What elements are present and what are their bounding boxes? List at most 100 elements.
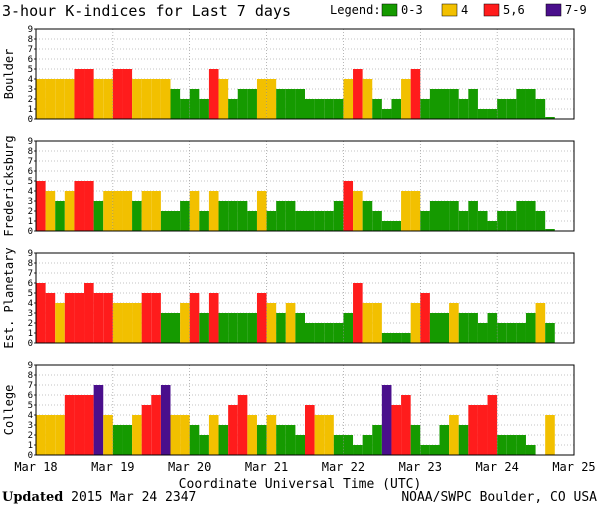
k-index-bar: [122, 425, 133, 455]
k-index-bar: [189, 89, 200, 119]
k-index-bar: [74, 181, 85, 231]
y-tick-label: 6: [28, 279, 33, 289]
x-axis: Mar 18 Mar 19 Mar 20 Mar 21 Mar 22 Mar 23 Mar …: [14, 460, 595, 474]
k-index-bar: [103, 79, 113, 119]
k-index-bar: [45, 415, 56, 455]
k-index-bar: [535, 303, 546, 343]
k-index-bar: [487, 109, 498, 119]
legend-item-4: 4: [441, 3, 468, 17]
k-index-bar: [458, 425, 469, 455]
y-tick-label: 1: [28, 329, 33, 339]
k-index-bar: [208, 191, 219, 231]
k-index-bar: [439, 201, 450, 231]
k-index-bar: [103, 191, 113, 231]
x-tick-label: Mar 20: [168, 460, 211, 474]
k-index-bar: [429, 89, 440, 119]
k-index-bar: [228, 313, 238, 343]
k-index-bar: [314, 415, 325, 455]
y-tick-label: 8: [28, 371, 33, 381]
k-index-bar: [391, 333, 402, 343]
y-tick-label: 7: [28, 269, 33, 279]
y-tick-label: 0: [28, 227, 33, 237]
k-index-bar: [401, 191, 411, 231]
k-index-bar: [449, 415, 459, 455]
k-index-bar: [305, 405, 315, 455]
k-index-bar: [401, 79, 411, 119]
panels: 0123456789Boulder0123456789Fredericksbur…: [2, 25, 575, 461]
k-index-bar: [256, 191, 267, 231]
k-index-bar: [64, 293, 75, 343]
k-index-bar: [74, 293, 85, 343]
k-index-bar: [372, 303, 382, 343]
k-index-bar: [151, 395, 161, 455]
k-index-bar: [353, 283, 363, 343]
k-index-bar: [468, 201, 478, 231]
k-index-bar: [468, 313, 478, 343]
k-index-bar: [333, 435, 344, 455]
k-index-bar: [160, 211, 171, 231]
k-index-bar: [189, 191, 200, 231]
y-tick-label: 9: [28, 249, 33, 259]
k-index-bar: [429, 313, 440, 343]
k-index-bar: [237, 395, 248, 455]
k-index-bar: [112, 425, 123, 455]
k-index-bar: [285, 89, 296, 119]
y-tick-label: 0: [28, 451, 33, 461]
y-tick-label: 3: [28, 85, 33, 95]
k-index-bar: [314, 99, 325, 119]
k-index-bar: [420, 99, 430, 119]
y-tick-label: 0: [28, 339, 33, 349]
x-tick-label: Mar 19: [91, 460, 134, 474]
k-index-bar: [333, 99, 344, 119]
y-tick-label: 8: [28, 259, 33, 269]
x-tick-label: Mar 24: [475, 460, 518, 474]
y-tick-label: 1: [28, 441, 33, 451]
plot-frame: [35, 364, 575, 456]
k-index-bar: [516, 201, 526, 231]
k-index-bar: [228, 201, 238, 231]
k-index-bar: [151, 191, 161, 231]
k-index-bar: [468, 89, 478, 119]
k-index-bar: [103, 415, 113, 455]
y-tick-label: 3: [28, 421, 33, 431]
k-index-bar: [93, 385, 104, 455]
k-index-bar: [141, 293, 152, 343]
k-index-bar: [516, 435, 526, 455]
k-index-bar: [112, 191, 123, 231]
k-index-bar: [545, 229, 555, 231]
k-index-bar: [449, 303, 459, 343]
k-index-bar: [362, 303, 373, 343]
k-index-bar: [45, 191, 56, 231]
k-index-bar: [391, 221, 402, 231]
k-index-bar: [535, 99, 546, 119]
k-index-bar: [112, 69, 123, 119]
k-index-bar: [132, 415, 142, 455]
y-tick-label: 5: [28, 401, 33, 411]
k-index-bar: [247, 211, 257, 231]
k-index-bar: [343, 435, 354, 455]
k-index-bar: [180, 303, 190, 343]
k-index-bar: [36, 79, 46, 119]
k-index-bar: [141, 191, 152, 231]
legend-swatch: [441, 3, 458, 17]
y-tick-label: 8: [28, 147, 33, 157]
k-index-bar: [74, 395, 85, 455]
k-index-bar: [180, 201, 190, 231]
legend-item-label: 4: [461, 3, 468, 17]
k-index-bar: [141, 405, 152, 455]
k-index-bar: [477, 109, 488, 119]
y-tick-label: 1: [28, 105, 33, 115]
y-tick-label: 4: [28, 299, 33, 309]
k-index-bar: [36, 283, 46, 343]
k-index-bar: [324, 415, 334, 455]
legend-swatch: [545, 3, 562, 17]
k-index-bar: [228, 405, 238, 455]
plot-frame: [35, 28, 575, 120]
k-index-bar: [151, 79, 161, 119]
k-index-bar: [64, 191, 75, 231]
k-index-bar: [381, 385, 392, 455]
k-index-bar: [208, 415, 219, 455]
